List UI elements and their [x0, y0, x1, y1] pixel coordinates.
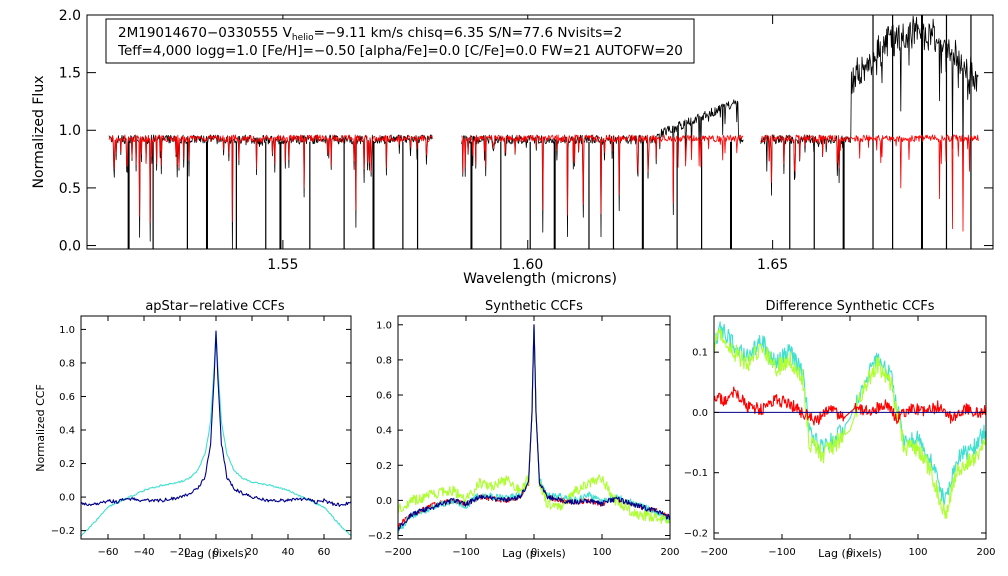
xtick-label: 200	[660, 547, 679, 558]
spectrum-xlabel: Wavelength (microns)	[463, 271, 617, 287]
ccf-series-visit-3	[398, 324, 670, 532]
difference-ccf-xlabel: Lag (pixels)	[818, 547, 882, 560]
apstar-ccf-panel: apStar−relative CCFs −60 −40 −20 0 20 40 60 −0.…	[34, 299, 352, 560]
ytick-label: 0.0	[59, 238, 81, 254]
ytick-label: −0.1	[684, 468, 708, 479]
observed-spectrum-line	[760, 15, 979, 196]
apstar-ccf-ticks: −60 −40 −20 0 20 40 60 −0.2 0.0 0.2 0.4 0.6 0.8 1.0	[51, 316, 351, 558]
spectrum-data-layer	[108, 15, 979, 250]
synthetic-ccf-title: Synthetic CCFs	[485, 299, 583, 314]
ytick-label: −0.2	[51, 526, 75, 537]
vhelio-subscript: helio	[292, 33, 314, 43]
xtick-label: −100	[452, 547, 479, 558]
xtick-label: 200	[976, 547, 995, 558]
ytick-label: 2.0	[59, 8, 81, 24]
apstar-ccf-series-group	[81, 330, 351, 537]
synthetic-ccf-series-group	[398, 324, 670, 534]
apstar-ccf-data-layer	[81, 330, 351, 537]
xtick-label: −100	[768, 547, 795, 558]
difference-ccf-title: Difference Synthetic CCFs	[765, 299, 934, 314]
observed-spectrum-line	[108, 134, 433, 250]
difference-ccf-series-group	[714, 321, 986, 520]
xtick-label: 100	[908, 547, 927, 558]
star-info-line1: 2M19014670−0330555 Vhelio=−9.11 km/s chi…	[118, 25, 622, 43]
xtick-label: 20	[246, 547, 259, 558]
ccf-series-visit-1	[81, 330, 351, 537]
xtick-label: 0	[847, 547, 853, 558]
ytick-label: 0.8	[59, 358, 75, 369]
ytick-label: −0.2	[684, 528, 708, 539]
model-spectrum-line	[461, 134, 744, 216]
ytick-label: 0.6	[59, 392, 75, 403]
spectrum-info-box	[105, 18, 695, 64]
ccf-series-combined	[398, 324, 670, 530]
synthetic-ccf-data-layer	[398, 324, 670, 534]
ytick-label: 0.0	[59, 493, 75, 504]
ccf-series-visit-2	[398, 325, 670, 525]
ytick-label: 1.5	[59, 66, 81, 82]
apstar-ccf-title: apStar−relative CCFs	[145, 299, 285, 314]
xtick-label: 0	[531, 547, 537, 558]
spectrum-panel: 1.55 1.60 1.65 0.0 0.5 1.0 1.5 2.0 2M19014670−0…	[31, 8, 994, 287]
ytick-label: 0.6	[376, 391, 392, 402]
star-info-line2: Teff=4,000 logg=1.0 [Fe/H]=−0.50 [alpha/…	[117, 43, 683, 59]
ytick-label: 0.0	[692, 408, 708, 419]
xtick-label: −200	[700, 547, 727, 558]
difference-ccf-panel: Difference Synthetic CCFs −200 −100 0 100 20…	[684, 299, 996, 560]
xtick-label: 40	[282, 547, 295, 558]
observed-spectrum-line	[461, 99, 744, 238]
xtick-label: −200	[384, 547, 411, 558]
ccf-series-visit-2	[81, 330, 351, 507]
model-spectrum-line	[108, 134, 433, 223]
ytick-label: 0.1	[692, 348, 708, 359]
synthetic-ccf-xlabel: Lag (pixels)	[502, 547, 566, 560]
ytick-label: 0.2	[376, 461, 392, 472]
ytick-label: 0.8	[376, 355, 392, 366]
ytick-label: −0.2	[368, 531, 392, 542]
spectrum-ylabel: Normalized Flux	[31, 76, 47, 189]
ytick-label: 0.2	[59, 459, 75, 470]
synthetic-ccf-panel: Synthetic CCFs −200 −100 0 100 200 −0.2 0.0 0.2…	[368, 299, 680, 560]
xtick-label: 100	[592, 547, 611, 558]
xtick-label: 1.65	[757, 257, 788, 273]
ytick-label: 0.5	[59, 181, 81, 197]
difference-ccf-ticks: −200 −100 0 100 200 −0.2 −0.1 0.0 0.1	[684, 316, 996, 558]
xtick-label: −60	[97, 547, 118, 558]
spectrum-plot-frame	[86, 14, 994, 250]
apstar-ccf-frame	[80, 315, 352, 540]
xtick-label: 1.60	[512, 257, 543, 273]
xtick-label: 0	[213, 547, 219, 558]
apstar-ccf-xlabel: Lag (pixels)	[184, 547, 248, 560]
ytick-label: 0.4	[59, 426, 75, 437]
difference-ccf-data-layer	[714, 321, 986, 520]
xtick-label: 60	[318, 547, 331, 558]
xtick-label: −20	[169, 547, 190, 558]
apstar-ccf-ylabel: Normalized CCF	[34, 384, 47, 472]
ytick-label: 1.0	[59, 325, 75, 336]
xtick-label: 1.55	[267, 257, 298, 273]
synthetic-ccf-ticks: −200 −100 0 100 200 −0.2 0.0 0.2 0.4 0.6 0.8 1.0	[368, 316, 680, 558]
ccf-series-visit-2	[714, 327, 986, 520]
ytick-label: 1.0	[59, 123, 81, 139]
ytick-label: 1.0	[376, 320, 392, 331]
model-spectrum-line	[760, 134, 979, 232]
ytick-label: 0.4	[376, 426, 392, 437]
xtick-label: −40	[133, 547, 154, 558]
ytick-label: 0.0	[376, 496, 392, 507]
ccf-series-visit-1	[714, 321, 986, 507]
